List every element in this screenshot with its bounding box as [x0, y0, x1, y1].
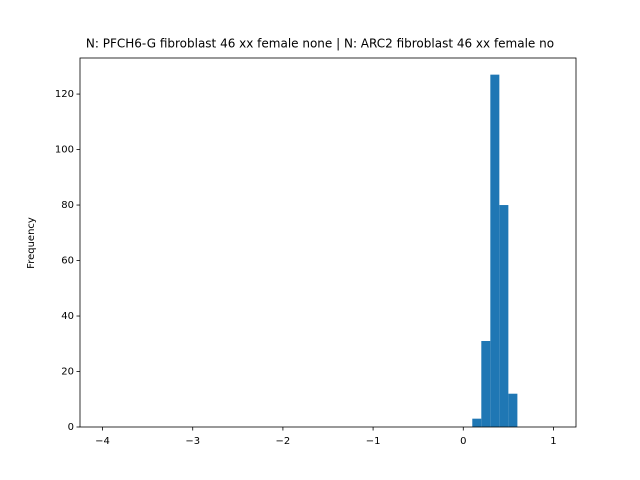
- x-tick-label: −2: [276, 436, 291, 447]
- x-tick-label: −4: [95, 436, 110, 447]
- y-tick-label: 120: [55, 89, 74, 100]
- y-tick-label: 0: [68, 422, 74, 433]
- plot-area: [472, 74, 518, 428]
- y-tick-label: 20: [61, 367, 74, 378]
- bar: [499, 205, 509, 427]
- y-tick-label: 60: [61, 256, 74, 267]
- bar: [481, 340, 491, 427]
- bar: [490, 74, 500, 428]
- y-axis-label: Frequency: [26, 217, 37, 269]
- bar: [508, 393, 518, 427]
- x-tick-label: −3: [185, 436, 200, 447]
- x-tick-label: 1: [550, 436, 556, 447]
- chart-title: N: PFCH6-G fibroblast 46 xx female none …: [86, 37, 554, 51]
- y-tick-label: 100: [55, 145, 74, 156]
- axes-frame: [79, 57, 577, 428]
- x-tick-label: 0: [460, 436, 466, 447]
- x-tick-label: −1: [366, 436, 381, 447]
- bar: [472, 418, 482, 427]
- y-tick-label: 80: [61, 200, 74, 211]
- y-tick-label: 40: [61, 311, 74, 322]
